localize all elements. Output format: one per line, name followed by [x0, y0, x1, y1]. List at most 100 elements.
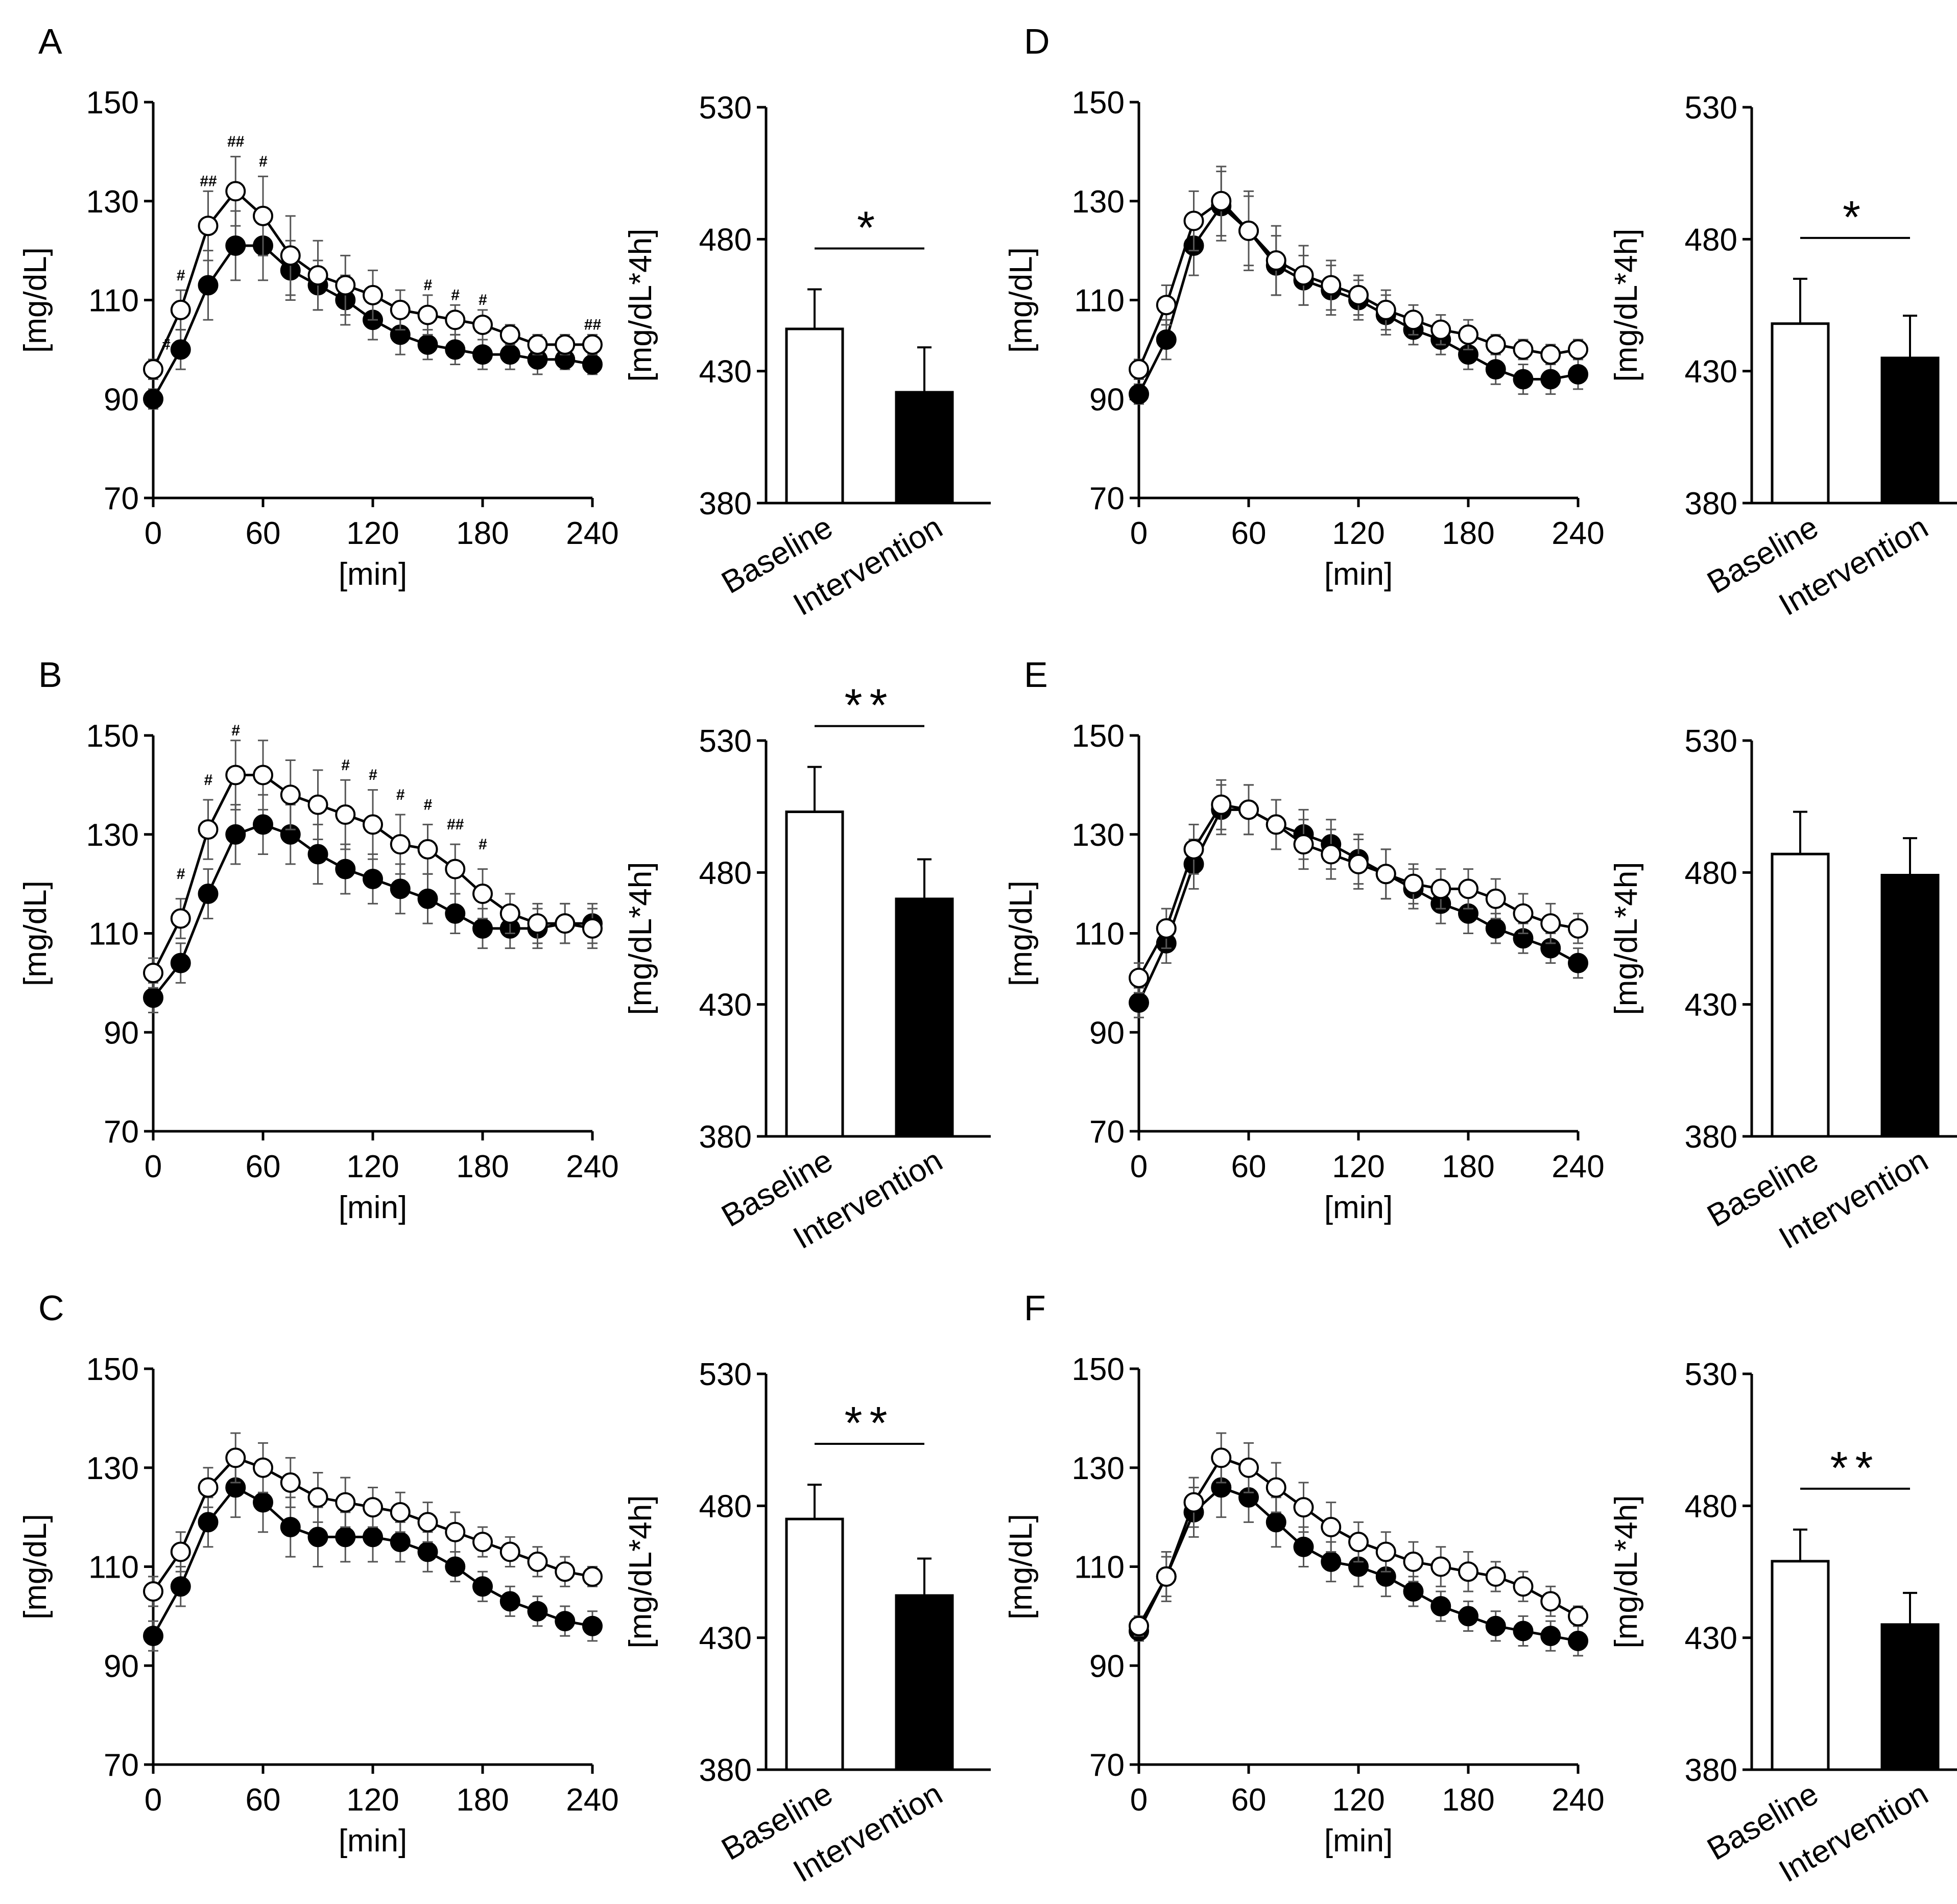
data-point [253, 814, 273, 835]
data-point [253, 1457, 273, 1478]
y-tick-label: 130 [1072, 1451, 1125, 1486]
line-chart: 70 90 110 130 150 0 60 120 180 240 [min] [mg/dL] [1004, 719, 1605, 1225]
y-tick-label: 530 [1685, 1357, 1737, 1392]
y-axis-label: [mg/dL*4h] [1609, 229, 1644, 382]
x-tick-label: 120 [346, 1782, 399, 1818]
data-point [1266, 814, 1286, 835]
x-axis-label: [min] [1324, 1823, 1393, 1859]
data-point [445, 859, 466, 879]
significance-marker: # [259, 153, 268, 170]
data-point [1485, 1615, 1506, 1636]
data-point [417, 1512, 438, 1533]
data-point [198, 884, 219, 904]
data-point [307, 1487, 328, 1508]
data-point [1458, 1561, 1478, 1582]
x-tick-label: 0 [145, 516, 162, 551]
data-point [1129, 1615, 1149, 1636]
bar-baseline [1771, 322, 1830, 505]
data-point [472, 344, 493, 365]
y-tick-label: 110 [88, 917, 139, 952]
data-point [1485, 888, 1506, 909]
y-tick-label: 150 [86, 85, 139, 121]
y-axis-label: [mg/dL] [18, 880, 53, 986]
data-point [143, 987, 163, 1008]
panel-D: D 70 90 110 130 150 0 60 120 180 240 [min] [mg/dL] 38… [1004, 21, 1957, 623]
x-tick-label: 180 [456, 1782, 509, 1818]
data-point [1293, 834, 1314, 855]
y-tick-label: 150 [86, 1352, 139, 1387]
y-tick-label: 110 [1074, 917, 1125, 952]
data-point [1430, 1556, 1451, 1577]
data-point [417, 1541, 438, 1562]
data-point [335, 275, 356, 296]
data-point [335, 804, 356, 825]
y-axis-label: [mg/dL*4h] [623, 1495, 658, 1649]
data-point [1156, 329, 1177, 350]
data-point [527, 913, 548, 934]
x-tick-label: 180 [1442, 1782, 1494, 1818]
x-tick-label: 60 [246, 1149, 281, 1184]
data-point [1513, 1621, 1534, 1641]
data-point [472, 918, 493, 939]
data-point [390, 878, 411, 899]
bar-baseline [1771, 852, 1830, 1138]
data-point [1293, 1497, 1314, 1518]
x-tick-label: 240 [1552, 1782, 1604, 1818]
data-point [417, 839, 438, 860]
bar-chart: 380430480530[mg/dL*4h]BaselineInterventi… [623, 680, 991, 1256]
bar-baseline [785, 327, 844, 505]
y-tick-label: 70 [1089, 1114, 1125, 1150]
data-point [1266, 1477, 1286, 1498]
data-point [1540, 913, 1561, 934]
data-point [198, 1477, 219, 1498]
y-axis-label: [mg/dL] [18, 247, 53, 353]
x-tick-label: 60 [1231, 1782, 1267, 1818]
y-tick-label: 480 [699, 1489, 752, 1524]
data-point [1129, 359, 1149, 380]
data-point [198, 275, 219, 296]
y-tick-label: 380 [699, 1753, 752, 1788]
data-point [499, 324, 520, 345]
data-point [1430, 878, 1451, 899]
data-point [499, 1591, 520, 1612]
significance-label: ** [1830, 1443, 1880, 1494]
significance-marker: ## [200, 173, 217, 190]
x-tick-label: 60 [1231, 516, 1267, 551]
data-point [1403, 1581, 1424, 1602]
y-tick-label: 430 [699, 1621, 752, 1656]
data-point [225, 235, 246, 256]
data-point [1458, 878, 1478, 899]
data-point [1321, 1517, 1342, 1537]
y-tick-label: 130 [86, 818, 139, 853]
y-tick-label: 130 [1072, 184, 1125, 220]
y-tick-label: 430 [699, 988, 752, 1023]
x-tick-label: 120 [1332, 1149, 1385, 1184]
data-point [170, 299, 191, 320]
y-tick-label: 380 [1685, 1753, 1737, 1788]
y-tick-label: 90 [1089, 1015, 1125, 1051]
data-point [198, 216, 219, 236]
data-point [1238, 220, 1259, 241]
y-tick-label: 430 [699, 354, 752, 390]
y-tick-label: 90 [1089, 1649, 1125, 1684]
y-tick-label: 130 [86, 1451, 139, 1486]
significance-marker: # [176, 267, 185, 284]
data-point [417, 304, 438, 325]
panel-E: E 70 90 110 130 150 0 60 120 180 240 [min] [mg/dL] 38… [1004, 655, 1957, 1256]
significance-marker: # [341, 757, 350, 774]
data-point [1348, 853, 1369, 874]
data-point [1513, 339, 1534, 360]
y-tick-label: 110 [1074, 1550, 1125, 1585]
data-point [335, 1527, 356, 1548]
data-point [143, 963, 163, 983]
panel-F: F 70 90 110 130 150 0 60 120 180 240 [min] [mg/dL] 38… [1004, 1288, 1957, 1889]
y-tick-label: 480 [699, 222, 752, 257]
x-tick-label: 0 [1130, 516, 1148, 551]
x-tick-label: 240 [566, 1782, 618, 1818]
data-point [1540, 369, 1561, 390]
data-point [1540, 1626, 1561, 1647]
data-point [1568, 339, 1588, 360]
y-tick-label: 130 [86, 184, 139, 220]
